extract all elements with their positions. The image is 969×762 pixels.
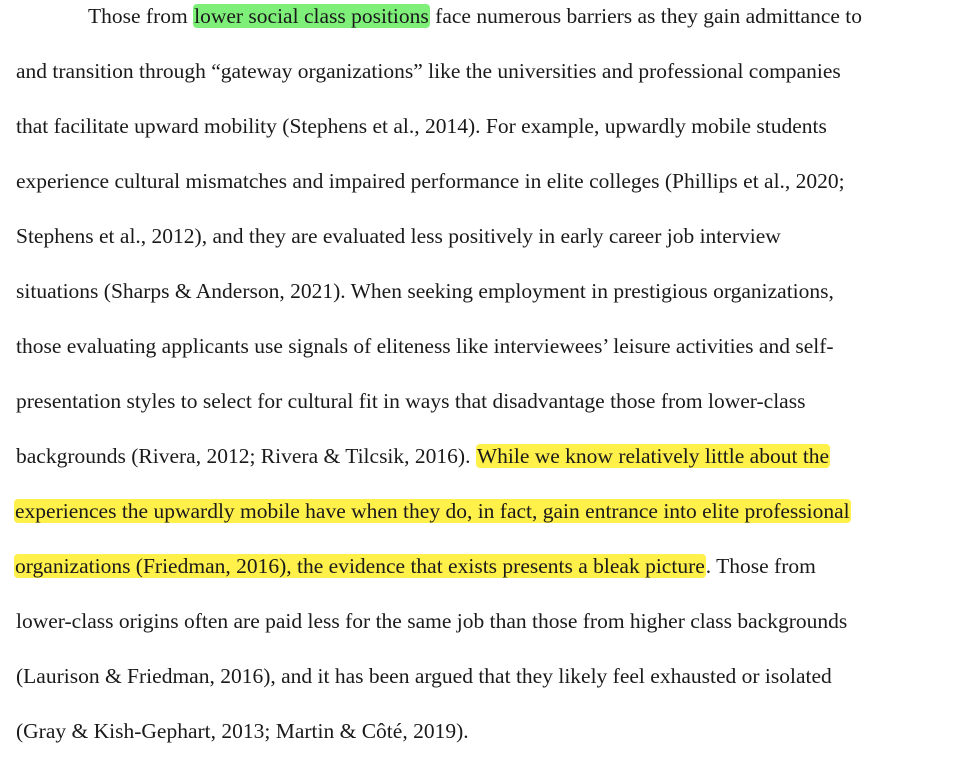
text-line-7: those evaluating applicants use signals … <box>16 331 969 361</box>
text-segment: and transition through “gateway organiza… <box>16 59 841 83</box>
text-segment: Those from <box>88 4 194 28</box>
text-line-5: Stephens et al., 2012), and they are eva… <box>16 221 969 251</box>
text-segment: (Gray & Kish-Gephart, 2013; Martin & Côt… <box>16 719 469 743</box>
text-line-14: (Gray & Kish-Gephart, 2013; Martin & Côt… <box>16 716 969 746</box>
text-line-13: (Laurison & Friedman, 2016), and it has … <box>16 661 969 691</box>
text-line-10: experiences the upwardly mobile have whe… <box>14 496 969 526</box>
yellow-highlight-segment: While we know relatively little about th… <box>475 444 831 468</box>
text-segment: Stephens et al., 2012), and they are eva… <box>16 224 781 248</box>
text-line-4: experience cultural mismatches and impai… <box>16 166 969 196</box>
text-segment: face numerous barriers as they gain admi… <box>429 4 862 28</box>
text-segment: that facilitate upward mobility (Stephen… <box>16 114 827 138</box>
text-segment: those evaluating applicants use signals … <box>16 334 834 358</box>
text-segment: lower-class origins often are paid less … <box>16 609 848 633</box>
text-line-9: backgrounds (Rivera, 2012; Rivera & Tilc… <box>16 441 969 471</box>
text-segment: presentation styles to select for cultur… <box>16 389 806 413</box>
text-segment: experience cultural mismatches and impai… <box>16 169 845 193</box>
yellow-highlight-segment: organizations (Friedman, 2016), the evid… <box>14 554 706 578</box>
text-segment: backgrounds (Rivera, 2012; Rivera & Tilc… <box>16 444 476 468</box>
green-highlight-segment: lower social class positions <box>193 4 430 28</box>
text-line-2: and transition through “gateway organiza… <box>16 56 969 86</box>
yellow-highlight-segment: experiences the upwardly mobile have whe… <box>14 499 851 523</box>
text-segment: (Laurison & Friedman, 2016), and it has … <box>16 664 832 688</box>
text-segment: . Those from <box>705 554 816 578</box>
text-line-1: Those from lower social class positions … <box>88 1 969 31</box>
text-line-8: presentation styles to select for cultur… <box>16 386 969 416</box>
text-line-12: lower-class origins often are paid less … <box>16 606 969 636</box>
text-segment: situations (Sharps & Anderson, 2021). Wh… <box>16 279 834 303</box>
text-line-11: organizations (Friedman, 2016), the evid… <box>14 551 969 581</box>
text-line-6: situations (Sharps & Anderson, 2021). Wh… <box>16 276 969 306</box>
text-line-3: that facilitate upward mobility (Stephen… <box>16 111 969 141</box>
